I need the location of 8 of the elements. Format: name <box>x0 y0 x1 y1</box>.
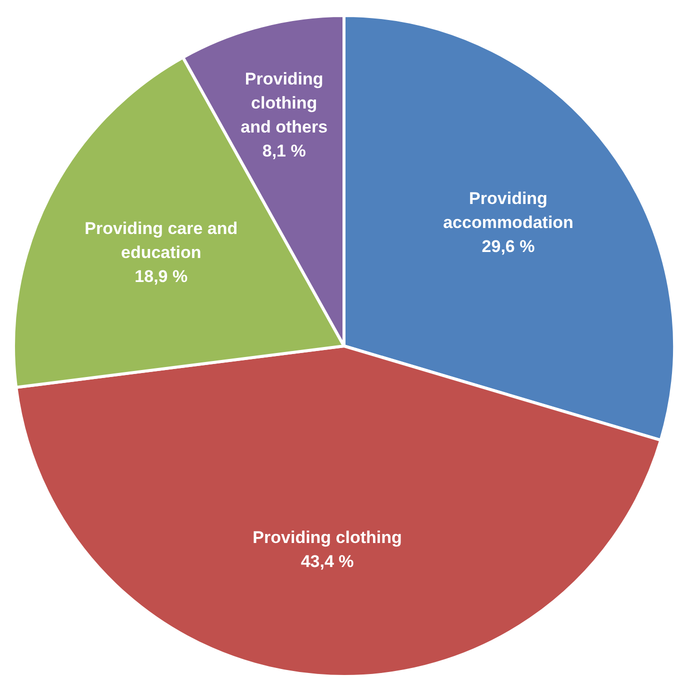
data-label: 29,6 % <box>482 237 535 256</box>
data-label: 18,9 % <box>134 267 188 286</box>
data-label: 8,1 % <box>262 141 306 160</box>
slice-label: Providing clothing <box>252 528 402 547</box>
data-label: 43,4 % <box>300 552 354 571</box>
slice-label: Providing accommodation <box>443 189 574 232</box>
slice-label: Providing clothing and others <box>240 69 328 136</box>
slice-label: Providing care and education <box>84 219 238 262</box>
